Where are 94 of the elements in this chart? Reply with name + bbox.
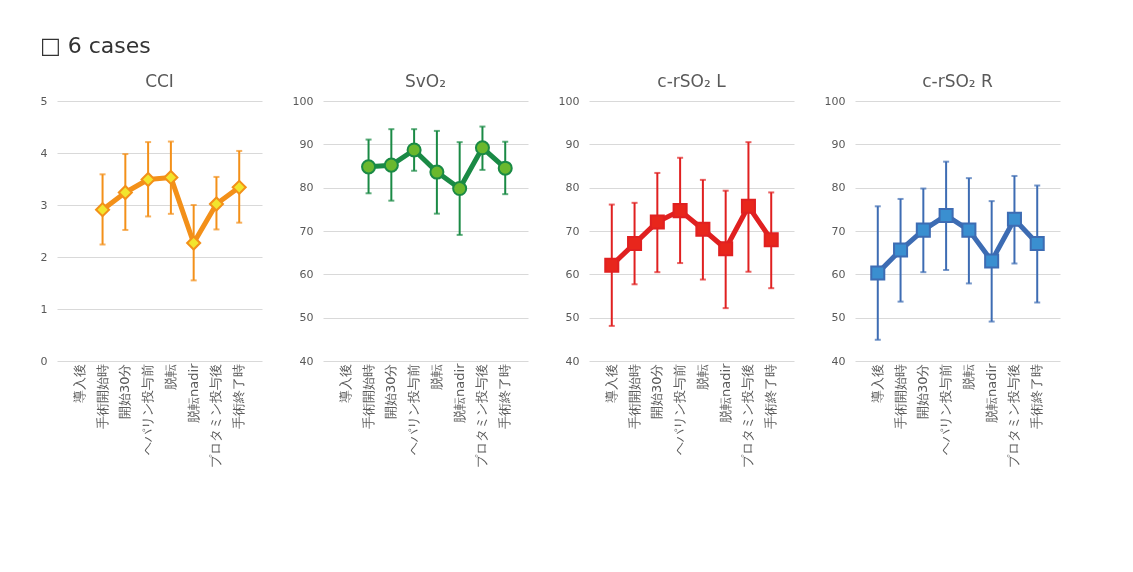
y-tick-label: 40 — [565, 354, 580, 368]
y-tick-label: 80 — [565, 181, 580, 195]
x-tick-label: 脱転nadir — [185, 362, 201, 423]
point — [474, 140, 490, 156]
point — [140, 172, 156, 188]
x-tick-label: 手術終了時 — [231, 363, 247, 429]
x-tick-label: 手術終了時 — [1029, 363, 1045, 429]
point — [361, 159, 377, 175]
x-tick-label: 開始30分 — [915, 363, 931, 420]
x-tick-label: 開始30分 — [117, 363, 133, 420]
point — [95, 202, 111, 218]
x-tick-label: ヘパリン投与前 — [672, 363, 688, 455]
x-tick-label: 脱転nadir — [717, 362, 733, 423]
point — [208, 196, 224, 212]
y-tick-label: 90 — [299, 137, 314, 151]
point — [893, 242, 909, 258]
point — [497, 160, 513, 176]
x-tick-label: ヘパリン投与前 — [140, 363, 156, 455]
x-tick-label: ヘパリン投与前 — [406, 363, 422, 455]
point — [627, 236, 643, 252]
x-tick-label: 開始30分 — [383, 363, 399, 420]
chart-title: c-rSO₂ R — [922, 71, 994, 91]
chart-title: c-rSO₂ L — [657, 71, 727, 91]
x-tick-label: プロタミン投与後 — [740, 363, 756, 468]
y-tick-label: 4 — [40, 146, 48, 160]
point — [186, 235, 202, 251]
point — [231, 179, 247, 195]
x-tick-label: 脱転 — [428, 363, 444, 390]
x-tick-label: プロタミン投与後 — [208, 363, 224, 468]
x-tick-label: 手術終了時 — [497, 363, 513, 429]
point — [117, 185, 133, 201]
y-tick-label: 60 — [831, 267, 846, 281]
chart-title: SvO₂ — [404, 71, 447, 91]
x-tick-label: 脱転 — [162, 363, 178, 390]
y-tick-label: 2 — [40, 250, 48, 264]
x-tick-label: 導入後 — [869, 363, 885, 403]
point — [1006, 211, 1022, 227]
point — [1029, 236, 1045, 252]
y-tick-label: 50 — [831, 311, 846, 325]
x-tick-label: ヘパリン投与前 — [938, 363, 954, 455]
y-tick-label: 40 — [299, 354, 314, 368]
x-tick-label: 手術開始時 — [892, 363, 908, 429]
x-tick-label: プロタミン投与後 — [1006, 363, 1022, 468]
y-tick-label: 80 — [831, 181, 846, 195]
y-tick-label: 100 — [292, 94, 314, 108]
y-tick-label: 90 — [831, 137, 846, 151]
text: □ 6 cases — [40, 33, 151, 58]
point — [763, 232, 779, 248]
y-tick-label: 70 — [831, 224, 846, 238]
y-tick-label: 0 — [40, 354, 48, 368]
y-tick-label: 70 — [565, 224, 580, 238]
x-tick-label: 脱転 — [960, 363, 976, 390]
point — [406, 142, 422, 158]
point — [383, 157, 399, 173]
y-tick-label: 70 — [299, 224, 314, 238]
y-tick-label: 90 — [565, 137, 580, 151]
point — [429, 164, 445, 180]
point — [649, 214, 665, 230]
x-tick-label: 手術開始時 — [626, 363, 642, 429]
point — [163, 169, 179, 185]
y-tick-label: 50 — [565, 311, 580, 325]
chart-title: CCI — [145, 71, 174, 91]
y-tick-label: 1 — [40, 302, 48, 316]
y-tick-label: 60 — [565, 267, 580, 281]
y-tick-label: 5 — [40, 94, 48, 108]
x-tick-label: 導入後 — [337, 363, 353, 403]
point — [870, 265, 886, 281]
y-tick-label: 3 — [40, 198, 48, 212]
x-tick-label: 導入後 — [603, 363, 619, 403]
y-tick-label: 100 — [558, 94, 580, 108]
point — [604, 257, 620, 273]
x-tick-label: 手術終了時 — [763, 363, 779, 429]
x-tick-label: 開始30分 — [649, 363, 665, 420]
point — [984, 253, 1000, 269]
y-tick-label: 50 — [299, 311, 314, 325]
point — [961, 222, 977, 238]
point — [938, 207, 954, 223]
x-tick-label: 手術開始時 — [94, 363, 110, 429]
point — [452, 181, 468, 197]
x-tick-label: プロタミン投与後 — [474, 363, 490, 468]
y-tick-label: 40 — [831, 354, 846, 368]
x-tick-label: 脱転nadir — [983, 362, 999, 423]
point — [915, 222, 931, 238]
y-tick-label: 100 — [824, 94, 846, 108]
y-tick-label: 80 — [299, 181, 314, 195]
y-tick-label: 60 — [299, 267, 314, 281]
point — [718, 241, 734, 257]
x-tick-label: 脱転 — [694, 363, 710, 390]
x-tick-label: 導入後 — [71, 363, 87, 403]
x-tick-label: 手術開始時 — [360, 363, 376, 429]
point — [740, 198, 756, 214]
x-tick-label: 脱転nadir — [451, 362, 467, 423]
point — [695, 221, 711, 237]
point — [672, 203, 688, 219]
